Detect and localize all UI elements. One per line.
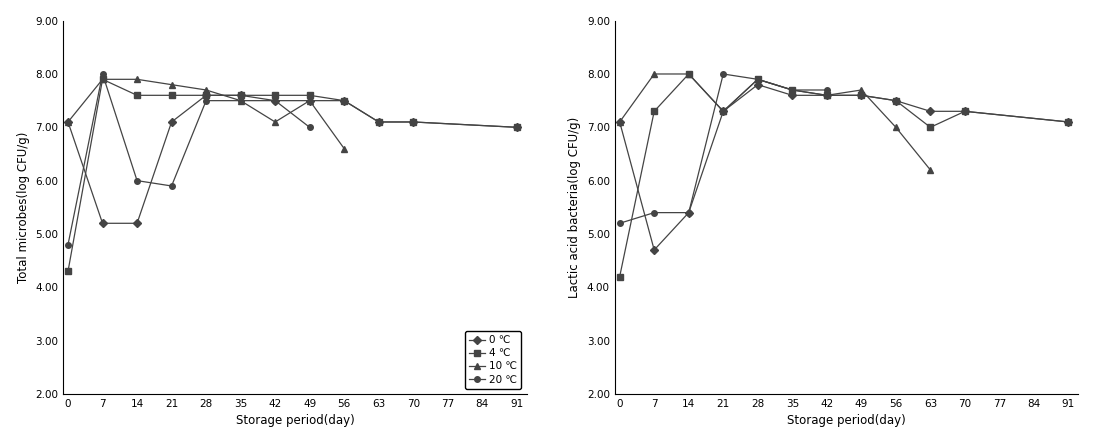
4 ℃ [130,93,143,98]
0 ℃ [234,93,247,98]
10 ℃ [717,109,730,114]
4 ℃ [682,71,695,77]
10 ℃ [855,87,868,93]
4 ℃ [924,125,937,130]
20 ℃ [199,98,212,103]
20 ℃ [613,221,626,226]
20 ℃ [717,71,730,77]
4 ℃ [268,93,281,98]
10 ℃ [268,119,281,125]
4 ℃ [820,93,833,98]
4 ℃ [96,77,110,82]
4 ℃ [647,109,660,114]
4 ℃ [717,109,730,114]
0 ℃ [820,93,833,98]
10 ℃ [303,98,316,103]
4 ℃ [786,87,799,93]
Line: 0 ℃: 0 ℃ [616,82,1071,253]
4 ℃ [1062,119,1075,125]
0 ℃ [958,109,971,114]
10 ℃ [820,93,833,98]
4 ℃ [199,93,212,98]
0 ℃ [199,93,212,98]
20 ℃ [751,77,764,82]
20 ℃ [61,242,74,247]
Line: 20 ℃: 20 ℃ [616,71,830,226]
0 ℃ [682,210,695,215]
4 ℃ [406,119,419,125]
20 ℃ [165,183,178,189]
20 ℃ [130,178,143,183]
0 ℃ [613,119,626,125]
10 ℃ [682,71,695,77]
10 ℃ [647,71,660,77]
10 ℃ [96,77,110,82]
0 ℃ [889,98,902,103]
Line: 10 ℃: 10 ℃ [66,76,347,151]
0 ℃ [61,119,74,125]
Y-axis label: Total microbes(log CFU/g): Total microbes(log CFU/g) [16,131,30,283]
20 ℃ [820,87,833,93]
4 ℃ [855,93,868,98]
Line: 10 ℃: 10 ℃ [616,71,933,173]
4 ℃ [165,93,178,98]
4 ℃ [234,93,247,98]
10 ℃ [613,119,626,125]
0 ℃ [717,109,730,114]
X-axis label: Storage period(day): Storage period(day) [235,414,355,427]
0 ℃ [130,221,143,226]
4 ℃ [889,98,902,103]
10 ℃ [165,82,178,87]
0 ℃ [303,98,316,103]
10 ℃ [751,77,764,82]
0 ℃ [924,109,937,114]
10 ℃ [924,167,937,173]
Line: 4 ℃: 4 ℃ [616,71,1071,279]
Line: 20 ℃: 20 ℃ [66,71,312,247]
4 ℃ [61,269,74,274]
4 ℃ [303,93,316,98]
10 ℃ [234,98,247,103]
Line: 4 ℃: 4 ℃ [66,76,520,274]
4 ℃ [372,119,385,125]
0 ℃ [268,98,281,103]
4 ℃ [958,109,971,114]
0 ℃ [165,119,178,125]
0 ℃ [510,125,523,130]
0 ℃ [786,93,799,98]
20 ℃ [647,210,660,215]
4 ℃ [337,98,350,103]
0 ℃ [1062,119,1075,125]
10 ℃ [61,119,74,125]
10 ℃ [199,87,212,93]
20 ℃ [682,210,695,215]
10 ℃ [786,87,799,93]
4 ℃ [510,125,523,130]
10 ℃ [889,125,902,130]
0 ℃ [337,98,350,103]
4 ℃ [751,77,764,82]
20 ℃ [234,98,247,103]
20 ℃ [96,71,110,77]
Legend: 0 ℃, 4 ℃, 10 ℃, 20 ℃: 0 ℃, 4 ℃, 10 ℃, 20 ℃ [465,331,521,388]
4 ℃ [613,274,626,279]
0 ℃ [855,93,868,98]
0 ℃ [751,82,764,87]
Y-axis label: Lactic acid bacteria(log CFU/g): Lactic acid bacteria(log CFU/g) [568,117,581,298]
Line: 0 ℃: 0 ℃ [66,92,520,226]
0 ℃ [406,119,419,125]
20 ℃ [303,125,316,130]
X-axis label: Storage period(day): Storage period(day) [787,414,906,427]
0 ℃ [96,221,110,226]
10 ℃ [337,146,350,151]
10 ℃ [130,77,143,82]
20 ℃ [786,87,799,93]
20 ℃ [268,98,281,103]
0 ℃ [372,119,385,125]
0 ℃ [647,247,660,253]
